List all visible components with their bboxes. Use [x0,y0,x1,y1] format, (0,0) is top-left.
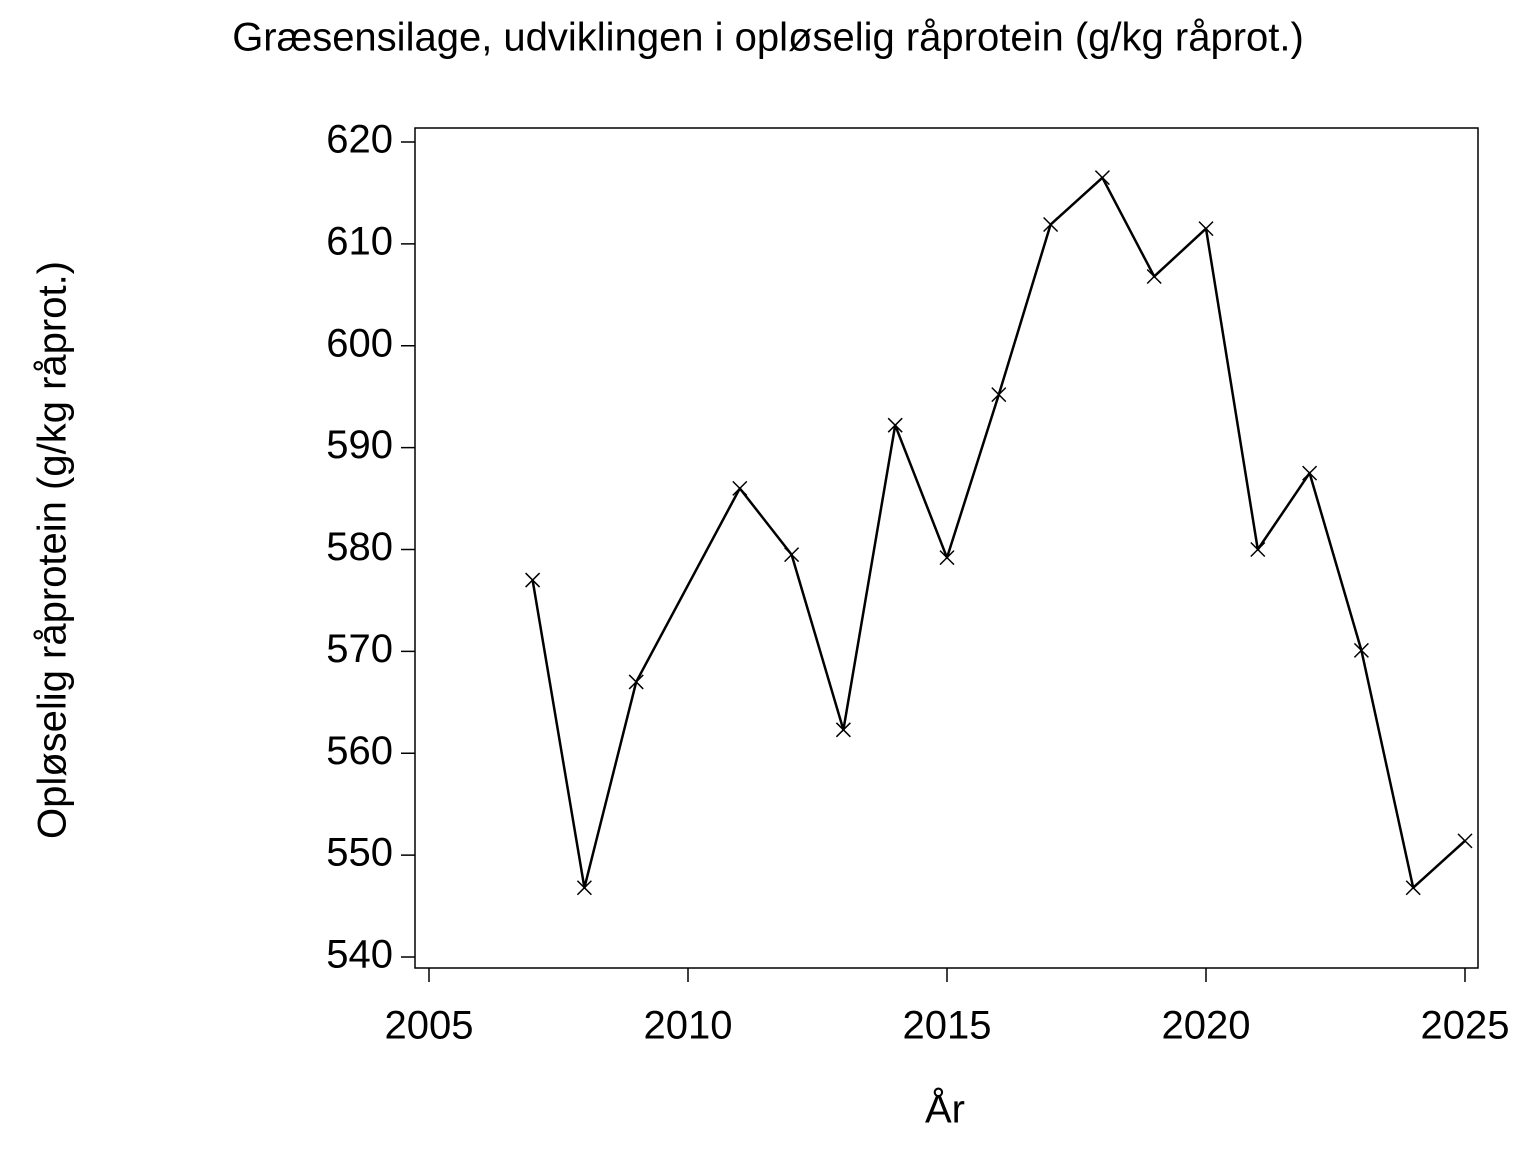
data-point [576,880,592,896]
data-point [1250,541,1266,558]
y-tick-label: 560 [326,729,393,773]
data-point [1457,833,1473,849]
y-axis-label: Opløselig råprotein (g/kg råprot.) [31,261,75,839]
data-point [887,417,903,433]
y-tick-label: 620 [326,118,393,162]
data-point [1198,221,1214,237]
plot-frame [414,127,1479,969]
x-tick-label: 2025 [1421,1004,1510,1048]
x-axis-label: År [925,1087,965,1132]
data-point [1043,216,1059,233]
data-point [835,722,851,738]
data-point [1146,268,1162,285]
data-point [1353,642,1369,658]
data-point [732,480,748,496]
data-point [628,674,644,690]
x-tick-label: 2020 [1162,1004,1251,1048]
data-point [1302,465,1318,481]
data-point [1405,880,1421,896]
x-tick-label: 2010 [644,1004,733,1048]
y-tick-label: 550 [326,831,393,875]
data-point [991,387,1007,403]
data-point [1094,170,1110,186]
data-point [939,550,955,566]
y-tick-label: 580 [326,525,393,569]
y-tick-label: 600 [326,321,393,365]
y-tick-label: 570 [326,627,393,671]
data-line [531,176,1466,889]
y-tick-label: 590 [326,423,393,467]
chart-title: Græsensilage, udviklingen i opløselig rå… [232,16,1304,60]
data-point [525,572,541,588]
x-tick-label: 2005 [385,1004,474,1048]
y-tick-label: 540 [326,933,393,977]
data-point [784,547,800,563]
x-tick-label: 2015 [903,1004,992,1048]
y-tick-label: 610 [326,219,393,263]
